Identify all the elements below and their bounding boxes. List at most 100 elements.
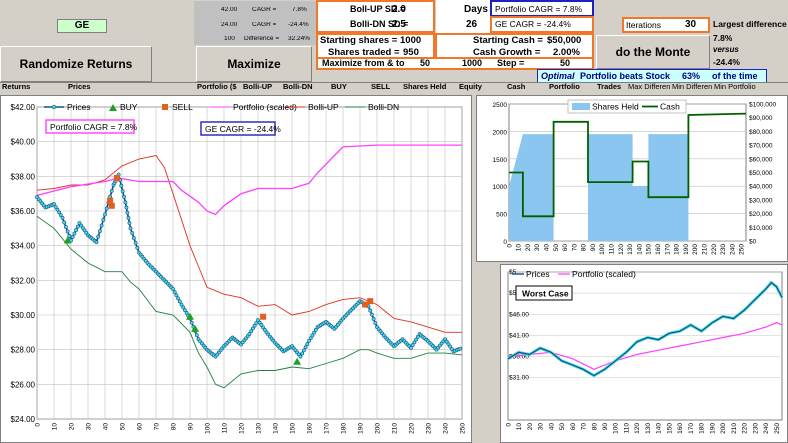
- x-tick-label: 220: [742, 423, 749, 434]
- buy-marker: [186, 312, 194, 320]
- ticker-cell[interactable]: GE: [57, 19, 107, 33]
- price-point: [171, 287, 175, 291]
- y-tick-label: $41.00: [509, 332, 529, 339]
- shares-box: [316, 33, 435, 59]
- x-tick-label: 120: [239, 423, 246, 434]
- y-left-tick-label: 1000: [493, 184, 508, 191]
- x-tick-label: 30: [534, 244, 541, 252]
- x-tick-label: 60: [570, 423, 577, 431]
- price-point: [53, 204, 58, 209]
- price-point: [182, 308, 187, 313]
- x-tick-label: 190: [683, 244, 690, 255]
- sell-marker: [107, 197, 114, 204]
- largest-diff-value-1: 7.8%: [713, 34, 733, 43]
- price-point: [181, 305, 186, 310]
- x-tick-label: 20: [525, 244, 532, 252]
- count-value: 100: [224, 36, 235, 42]
- price-point: [119, 183, 124, 188]
- x-tick-label: 50: [120, 423, 127, 431]
- difference-label: Difference =: [244, 36, 280, 42]
- x-tick-label: 170: [664, 244, 671, 255]
- y-right-tick-label: $100,000: [749, 102, 776, 109]
- y-left-tick-label: 2500: [493, 102, 508, 109]
- y-tick-label: $32.00: [11, 276, 36, 285]
- x-tick-label: 250: [774, 423, 781, 434]
- x-tick-label: 110: [623, 423, 630, 434]
- sell-marker: [260, 313, 267, 320]
- header-portfolio: Portfolio: [549, 82, 580, 91]
- price-point: [104, 206, 109, 211]
- x-tick-label: 210: [392, 423, 399, 434]
- ge-cagr-annotation-box: [200, 121, 276, 136]
- starting-shares-value[interactable]: 1000: [400, 36, 422, 46]
- y-left-tick-label: 0: [503, 239, 507, 246]
- x-tick-label: 210: [731, 423, 738, 434]
- x-tick-label: 100: [613, 423, 620, 434]
- price-point: [131, 236, 136, 240]
- x-tick-label: 0: [35, 423, 42, 427]
- y-right-tick-label: $90,000: [749, 115, 773, 122]
- iterations-label: Iterations: [626, 21, 661, 30]
- bolli-dn-sd-value[interactable]: 2.5: [392, 20, 406, 30]
- days-value[interactable]: 26: [466, 20, 478, 30]
- x-tick-label: 150: [290, 423, 297, 434]
- maximize-from-value[interactable]: 50: [420, 59, 431, 68]
- do-the-monte-button[interactable]: do the Monte: [596, 35, 710, 69]
- header-max-difference: Max Differen: [628, 82, 671, 91]
- y-tick-label: $34.00: [11, 242, 36, 251]
- x-tick-label: 160: [655, 244, 662, 255]
- price-point: [301, 348, 306, 353]
- maximize-to-value[interactable]: 1000: [462, 59, 483, 68]
- bolli-up-line: [36, 154, 462, 333]
- price-point: [103, 212, 107, 217]
- x-tick-label: 130: [256, 423, 263, 434]
- x-tick-label: 250: [739, 244, 746, 255]
- y-tick-label: $42.00: [11, 103, 36, 112]
- x-tick-label: 110: [609, 244, 616, 255]
- header-trades: Trades: [597, 82, 622, 91]
- maximize-button[interactable]: Maximize: [196, 46, 312, 82]
- starting-cash-value[interactable]: $50,000: [547, 36, 582, 46]
- x-tick-label: 160: [677, 423, 684, 434]
- bolli-params-box: [316, 0, 435, 33]
- y-tick-label: $24.00: [11, 415, 36, 424]
- x-tick-label: 80: [581, 244, 588, 252]
- x-tick-label: 30: [538, 423, 545, 431]
- shares-traded-value[interactable]: 950: [403, 48, 419, 58]
- step-label: Step =: [497, 59, 525, 68]
- main-price-chart: $42.00 $40.00 $38.00 $36.00 $34.00 $32.00 $30.…: [11, 102, 467, 434]
- difference-value: 32.24%: [288, 36, 311, 42]
- price-point: [415, 334, 420, 339]
- x-tick-label: 90: [188, 423, 195, 431]
- price-point: [194, 333, 199, 338]
- worst-case-title: Worst Case: [522, 289, 569, 299]
- top-stats-panel: 42.00 CAGR = 7.8% 24.00 CAGR = -24.4% 10…: [194, 1, 316, 45]
- price-point: [307, 339, 311, 343]
- x-tick-label: 180: [341, 423, 348, 434]
- x-tick-label: 150: [646, 244, 653, 255]
- price-point: [174, 293, 179, 298]
- iterations-value[interactable]: 30: [685, 20, 697, 30]
- column-header-row: [0, 82, 788, 95]
- price-point: [122, 194, 126, 199]
- x-tick-label: 20: [527, 423, 534, 431]
- x-tick-label: 0: [506, 244, 513, 248]
- x-tick-label: 10: [52, 423, 59, 431]
- price-point: [74, 228, 79, 232]
- worst-case-chart: $5$51.00$46.00$41.00$36.00$31.0001020304…: [505, 269, 784, 434]
- price-point: [368, 308, 373, 313]
- step-value[interactable]: 50: [560, 59, 571, 68]
- price-point: [303, 345, 308, 350]
- y-right-tick-label: $50,000: [749, 170, 773, 177]
- legend-label: SELL: [172, 102, 193, 112]
- price-point: [133, 240, 138, 245]
- cash-growth-value[interactable]: 2.00%: [553, 48, 580, 58]
- x-tick-label: 200: [375, 423, 382, 434]
- x-tick-label: 230: [752, 423, 759, 434]
- bolli-up-sd-value[interactable]: 2.0: [392, 5, 406, 15]
- header-returns: Returns: [2, 82, 31, 91]
- y-tick-label: $40.00: [11, 138, 36, 147]
- randomize-returns-button[interactable]: Randomize Returns: [0, 46, 152, 82]
- portfolio-cagr-annotation-box: [45, 119, 135, 134]
- x-tick-label: 60: [562, 244, 569, 252]
